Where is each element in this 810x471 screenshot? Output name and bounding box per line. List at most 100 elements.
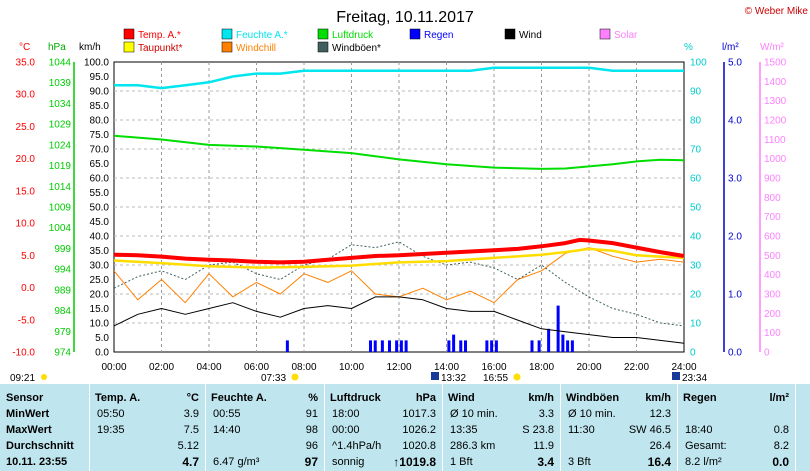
legend: Temp. A.* Feuchte A.* Luftdruck Regen Wind So…: [123, 28, 638, 54]
humidity-axis-tick-label: 70: [690, 145, 702, 156]
humidity-axis-tick-label: 50: [690, 203, 702, 214]
pressure-axis-tick-label: 1009: [49, 203, 72, 214]
solar-axis-tick-label: 800: [764, 193, 781, 204]
wind-axis-tick-label: 35.0: [90, 246, 110, 257]
stats-footer-left: 8.2 l/m²: [685, 456, 722, 468]
series-line-taupunkt: [113, 247, 685, 269]
stats-value: 11.9: [533, 440, 554, 452]
sunrise-icon: [291, 373, 299, 381]
rain-axis-tick-label: 1.0: [728, 290, 742, 301]
stats-current: 4.7: [182, 455, 199, 469]
moon-left-time: 09:21: [10, 373, 35, 384]
pressure-axis-tick-label: 1039: [49, 78, 72, 89]
stats-value: 3.3: [538, 408, 554, 420]
rain-axis-tick-label: 5.0: [728, 58, 742, 69]
rain-bar: [404, 340, 408, 352]
series: [113, 66, 685, 352]
stats-footer-left: sonnig: [332, 456, 365, 468]
solar-axis-tick-label: 100: [764, 328, 781, 339]
wind-axis-tick-label: 100.0: [84, 58, 109, 69]
x-tick-label: 02:00: [149, 362, 174, 373]
stats-value: S 23.8: [522, 424, 554, 436]
wind-axis-tick-label: 95.0: [90, 72, 110, 83]
stats-time: 18:00: [332, 408, 360, 420]
pressure-axis-tick-label: 1029: [49, 120, 72, 131]
stats-value: SW 46.5: [628, 424, 671, 436]
stats-col-humidity: Feuchte A. % 00:55 91 14:40 98 96 6.47 g…: [205, 384, 325, 471]
stats-value: 26.4: [649, 440, 671, 452]
unit-hpa: hPa: [48, 42, 66, 53]
rain-bar: [452, 334, 456, 352]
legend-swatch: [504, 28, 516, 40]
legend-swatch: [123, 28, 135, 40]
stats-footer-left: 6.47 g/m³: [213, 456, 260, 468]
copyright: © Weber Mike: [745, 6, 809, 17]
wind-axis-tick-label: 0.0: [95, 348, 109, 359]
sunset-icon: [513, 373, 521, 381]
humidity-axis-tick-label: 20: [690, 290, 702, 301]
stats-current: 0.0: [772, 455, 789, 469]
humidity-axis-tick-label: 80: [690, 116, 702, 127]
legend-label: Taupunkt*: [138, 43, 183, 54]
stats-unit: km/h: [528, 392, 554, 404]
legend-label: Feuchte A.*: [236, 30, 288, 41]
stats-time: 00:55: [213, 408, 241, 420]
wind-axis-tick-label: 25.0: [90, 275, 110, 286]
legend-label: Windchill: [236, 43, 276, 54]
x-tick-label: 14:00: [434, 362, 459, 373]
solar-axis-tick-label: 600: [764, 232, 781, 243]
x-tick-label: 08:00: [291, 362, 316, 373]
stats-current: 97: [304, 455, 318, 469]
rain-bar: [490, 340, 494, 352]
temp-axis-tick-label: 5.0: [21, 251, 35, 262]
wind-axis-tick-label: 15.0: [90, 304, 110, 315]
unit-kmh: km/h: [79, 42, 101, 53]
rain-bar: [373, 340, 377, 352]
legend-swatch: [599, 28, 611, 40]
legend-swatch: [317, 41, 329, 53]
solar-axis-tick-label: 300: [764, 290, 781, 301]
stats-col-temp: Temp. A. °C 05:50 3.9 19:35 7.5 5.12 4.7: [89, 384, 206, 471]
rain-bar: [561, 334, 565, 352]
stats-unit: °C: [186, 392, 199, 404]
stats-distance: 286.3 km: [450, 440, 496, 452]
rain-bar: [570, 340, 574, 352]
stats-footer-left: 3 Bft: [568, 456, 591, 468]
rain-bar: [399, 340, 403, 352]
pressure-axis-tick-label: 1004: [49, 223, 72, 234]
stats-col-pressure: Luftdruck hPa 18:00 1017.3 00:00 1026.2 …: [324, 384, 443, 471]
stats-unit: l/m²: [769, 392, 789, 404]
temp-axis-tick-label: 20.0: [16, 154, 36, 165]
x-tick-label: 10:00: [339, 362, 364, 373]
pressure-axis-tick-label: 1024: [49, 140, 72, 151]
rain-bar: [547, 328, 551, 352]
wind-axis-tick-label: 55.0: [90, 188, 110, 199]
wind-axis-tick-label: 5.0: [95, 333, 109, 344]
stats-current: 16.4: [647, 455, 671, 469]
rain-bar: [530, 340, 534, 352]
stats-col-rain: Regen l/m² 18:40 0.8 Gesamt: 8.2 8.2 l/m…: [677, 384, 796, 471]
temp-axis-tick-label: -5.0: [18, 315, 36, 326]
legend-swatch: [123, 41, 135, 53]
axes: 35.0 30.0 25.0 20.0 15.0 10.0 5.0 0.0 -5.0 -10.0 1…: [12, 58, 786, 359]
stats-header: Wind: [448, 392, 475, 404]
pressure-axis-tick-label: 994: [54, 265, 71, 276]
moonrise-time: 13:32: [441, 373, 466, 384]
stats-header: Sensor: [6, 392, 44, 404]
stats-value: 5.12: [177, 440, 199, 452]
stats-value: 1017.3: [402, 408, 436, 420]
wind-axis-tick-label: 85.0: [90, 101, 110, 112]
stats-time: 13:35: [450, 424, 478, 436]
stats-current: 3.4: [537, 455, 554, 469]
stats-total-label: Gesamt:: [685, 440, 727, 452]
wind-axis-tick-label: 45.0: [90, 217, 110, 228]
stats-value: 12.3: [649, 408, 671, 420]
solar-axis-tick-label: 500: [764, 251, 781, 262]
stats-trend: ^1.4hPa/h: [332, 440, 382, 452]
humidity-axis-tick-label: 0: [690, 348, 696, 359]
wind-axis-tick-label: 70.0: [90, 145, 110, 156]
stats-col-gusts: Windböen km/h Ø 10 min. 12.3 11:30 SW 46…: [560, 384, 678, 471]
stats-value: 7.5: [183, 424, 199, 436]
temp-axis-tick-label: -10.0: [12, 348, 35, 359]
stats-time: 11:30: [568, 424, 595, 436]
